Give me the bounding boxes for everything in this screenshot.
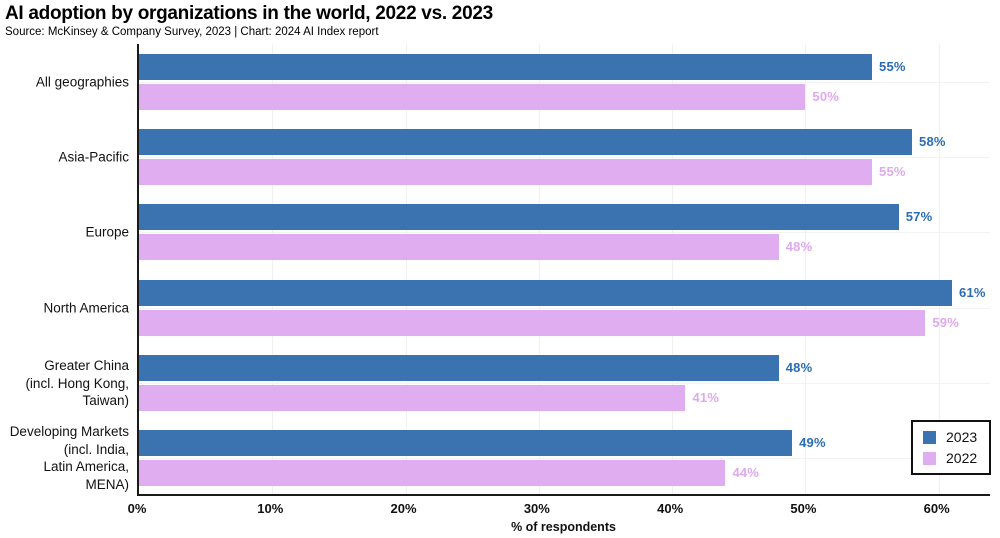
vertical-gridline: [538, 44, 540, 494]
bar-value-label: 50%: [812, 88, 840, 104]
bar-value-label: 61%: [959, 284, 986, 300]
bar-2022: [139, 83, 806, 110]
bar-2023: [139, 53, 873, 80]
vertical-gridline: [938, 44, 940, 494]
plot-area: 55% 50% 58% 55% 57% 48% 61% 59% 48% 41% 49% 44%: [137, 44, 990, 496]
category-label: Europe: [85, 224, 129, 240]
bar-2023: [139, 279, 953, 306]
bar-value-label: 58%: [919, 134, 946, 149]
y-axis-labels: All geographies Asia-Pacific Europe North A…: [0, 44, 129, 496]
vertical-gridline: [272, 44, 274, 494]
bar-value-label: 48%: [785, 360, 813, 375]
legend-swatch-2023-icon: [923, 430, 936, 444]
legend-swatch-2022-icon: [923, 451, 936, 465]
category-label: Developing Markets (incl. India, Latin A…: [9, 424, 129, 492]
x-axis-ticks: 0% 10% 20% 30% 40% 50% 60%: [128, 501, 990, 517]
horizontal-gridline: [139, 81, 990, 83]
category-label: All geographies: [35, 73, 129, 89]
bar-2023: [139, 355, 779, 381]
horizontal-gridline: [139, 157, 990, 158]
bar-value-label: 57%: [905, 209, 933, 225]
horizontal-gridline: [139, 383, 990, 384]
x-tick-label: 20%: [390, 501, 417, 516]
bar-2023: [139, 204, 899, 231]
legend-label-2022: 2022: [946, 450, 978, 466]
bar-2022: [139, 309, 926, 336]
bar-2022: [139, 460, 726, 487]
legend-label-2023: 2023: [946, 429, 978, 445]
x-tick-label: 30%: [523, 501, 550, 516]
vertical-gridline: [405, 44, 407, 494]
vertical-gridline: [805, 44, 807, 494]
horizontal-gridline: [139, 458, 990, 460]
category-label: North America: [43, 299, 129, 315]
bar-2022: [139, 159, 873, 185]
horizontal-gridline: [139, 232, 990, 234]
category-label: Asia-Pacific: [58, 149, 129, 165]
bar-2023: [139, 129, 913, 155]
bar-2022: [139, 385, 686, 411]
vertical-gridline: [672, 44, 674, 494]
legend: 2023 2022: [911, 420, 992, 475]
chart-title: AI adoption by organizations in the worl…: [5, 3, 493, 24]
x-tick-label: 60%: [923, 501, 950, 516]
bar-value-label: 48%: [785, 239, 813, 255]
bar-2022: [139, 234, 779, 261]
x-tick-label: 0%: [127, 501, 147, 516]
chart-source: Source: McKinsey & Company Survey, 2023 …: [5, 26, 379, 38]
legend-item-2023: 2023: [923, 429, 977, 445]
x-tick-label: 10%: [257, 501, 284, 516]
bar-value-label: 49%: [799, 435, 826, 451]
bar-value-label: 41%: [692, 390, 720, 405]
bar-value-label: 55%: [879, 58, 906, 74]
bar-2023: [139, 430, 793, 457]
legend-item-2022: 2022: [923, 450, 977, 466]
x-tick-label: 40%: [657, 501, 684, 516]
x-axis-title: % of respondents: [511, 520, 616, 534]
horizontal-gridline: [139, 307, 990, 309]
category-label: Greater China (incl. Hong Kong, Taiwan): [25, 357, 129, 408]
bar-value-label: 55%: [879, 164, 906, 179]
bar-value-label: 59%: [932, 314, 959, 330]
x-tick-label: 50%: [790, 501, 817, 516]
bar-value-label: 44%: [732, 465, 760, 481]
